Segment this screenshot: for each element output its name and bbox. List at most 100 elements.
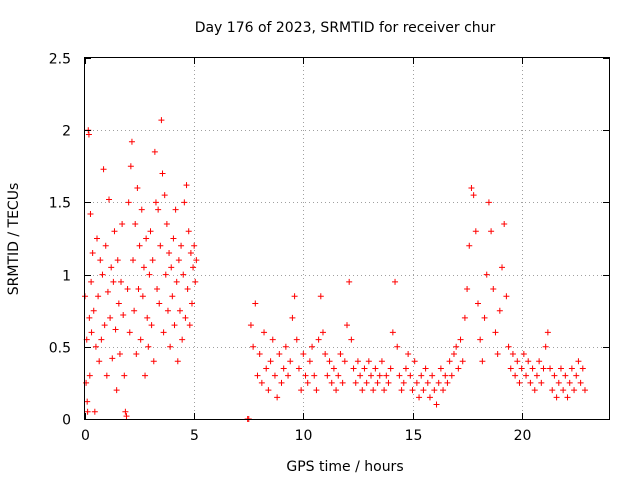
- y-tick-label: 2: [62, 124, 71, 140]
- data-point: [472, 228, 479, 235]
- data-point: [560, 387, 567, 394]
- data-point: [289, 314, 296, 321]
- data-point: [187, 249, 194, 256]
- data-point: [573, 372, 580, 379]
- data-point: [468, 184, 475, 191]
- data-point: [330, 365, 337, 372]
- x-tick-label: 10: [295, 428, 313, 444]
- data-point: [431, 387, 438, 394]
- data-point: [407, 372, 414, 379]
- data-point: [499, 264, 506, 271]
- data-point: [437, 365, 444, 372]
- data-point: [182, 314, 189, 321]
- data-point: [496, 307, 503, 314]
- data-point: [311, 372, 318, 379]
- data-point: [84, 408, 91, 415]
- y-tick-label: 2.5: [49, 52, 71, 68]
- data-point: [183, 182, 190, 189]
- data-point: [494, 351, 501, 358]
- data-point: [440, 387, 447, 394]
- data-point: [418, 372, 425, 379]
- data-point: [564, 394, 571, 401]
- data-point: [571, 387, 578, 394]
- data-point: [185, 228, 192, 235]
- data-point: [322, 351, 329, 358]
- data-point: [186, 322, 193, 329]
- data-point: [376, 372, 383, 379]
- data-point: [271, 372, 278, 379]
- x-tick-label: 15: [405, 428, 423, 444]
- data-point: [140, 264, 147, 271]
- data-point: [490, 286, 497, 293]
- data-point: [324, 372, 331, 379]
- data-point: [106, 196, 113, 203]
- data-point: [446, 358, 453, 365]
- data-point: [184, 286, 191, 293]
- data-point: [150, 358, 157, 365]
- data-point: [328, 379, 335, 386]
- data-point: [91, 408, 98, 415]
- data-point: [124, 286, 131, 293]
- data-point: [453, 343, 460, 350]
- data-point: [357, 372, 364, 379]
- data-point: [293, 336, 300, 343]
- data-point: [102, 242, 109, 249]
- data-point: [161, 192, 168, 199]
- data-point: [483, 271, 490, 278]
- data-point: [193, 257, 200, 264]
- data-point: [422, 365, 429, 372]
- data-point: [261, 329, 268, 336]
- data-point: [107, 314, 114, 321]
- data-point: [171, 322, 178, 329]
- data-point: [411, 358, 418, 365]
- data-point: [488, 228, 495, 235]
- axis-ticks: 0 5 10 15 20 0 0.5 1 1.5 2 2.5: [49, 52, 609, 444]
- data-point: [274, 394, 281, 401]
- data-point: [309, 343, 316, 350]
- data-point: [450, 351, 457, 358]
- data-point: [527, 379, 534, 386]
- data-point: [426, 394, 433, 401]
- data-point: [90, 307, 97, 314]
- data-point: [157, 242, 164, 249]
- data-point: [128, 138, 135, 145]
- data-point: [280, 365, 287, 372]
- data-point: [92, 343, 99, 350]
- data-point: [547, 365, 554, 372]
- data-point: [341, 358, 348, 365]
- data-point: [507, 365, 514, 372]
- data-point: [134, 184, 141, 191]
- data-point: [374, 379, 381, 386]
- data-point: [148, 322, 155, 329]
- data-point: [167, 343, 174, 350]
- data-point: [346, 278, 353, 285]
- data-point: [174, 358, 181, 365]
- data-point: [94, 235, 101, 242]
- data-point: [579, 365, 586, 372]
- data-point: [413, 379, 420, 386]
- data-point: [514, 358, 521, 365]
- data-point: [509, 351, 516, 358]
- data-point: [86, 314, 93, 321]
- y-tick-label: 1: [62, 269, 71, 285]
- data-point: [119, 221, 126, 228]
- data-point: [247, 322, 254, 329]
- data-point: [250, 343, 257, 350]
- data-point: [394, 343, 401, 350]
- data-point: [162, 271, 169, 278]
- data-point: [145, 343, 152, 350]
- data-point: [363, 379, 370, 386]
- data-point: [501, 221, 508, 228]
- data-point: [518, 365, 525, 372]
- data-point: [276, 351, 283, 358]
- data-point: [147, 228, 154, 235]
- data-point: [344, 322, 350, 329]
- data-point: [326, 358, 333, 365]
- data-point: [542, 343, 549, 350]
- data-point: [429, 372, 436, 379]
- data-point: [475, 300, 481, 307]
- data-point: [540, 365, 547, 372]
- data-point: [143, 235, 150, 242]
- data-point: [479, 358, 486, 365]
- data-point: [420, 387, 427, 394]
